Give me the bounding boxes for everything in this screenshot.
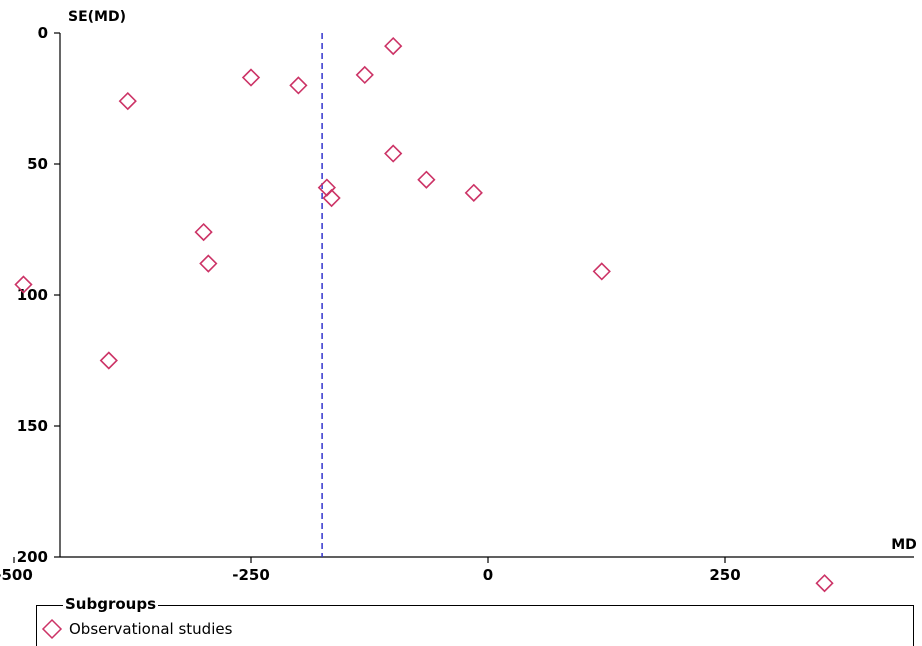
- diamond-marker-icon: [41, 618, 63, 640]
- data-point-diamond: [592, 262, 611, 281]
- legend-label: Observational studies: [69, 620, 233, 638]
- data-point-diamond: [118, 91, 137, 111]
- y-tick-label: 0: [38, 24, 48, 42]
- data-point-diamond: [317, 178, 336, 197]
- x-tick-label: 0: [483, 566, 493, 584]
- data-point-diamond: [289, 76, 308, 95]
- data-point-diamond: [384, 36, 403, 56]
- x-axis-title: MD: [891, 537, 917, 553]
- legend-item-observational-studies: Observational studies: [41, 618, 232, 640]
- y-tick-label: 200: [17, 548, 48, 566]
- data-point-diamond: [241, 68, 261, 87]
- legend: Subgroups Observational studies: [36, 595, 914, 646]
- data-point-diamond: [322, 188, 341, 208]
- data-markers: [14, 36, 834, 593]
- x-tick-label: 250: [709, 566, 740, 584]
- y-axis-title: SE(MD): [68, 9, 126, 25]
- data-point-diamond: [14, 275, 33, 294]
- y-tick-label: 50: [27, 155, 48, 173]
- y-tick-label: 100: [17, 286, 48, 304]
- x-axis-ticks: -500-2500250500: [0, 557, 741, 584]
- y-tick-label: 150: [17, 417, 48, 435]
- data-point-diamond: [384, 144, 403, 163]
- data-point-diamond: [417, 170, 436, 189]
- data-point-diamond: [355, 65, 374, 85]
- data-point-diamond: [194, 222, 213, 242]
- data-point-diamond: [199, 254, 218, 273]
- data-point-diamond: [815, 574, 834, 593]
- legend-title: Subgroups: [63, 595, 159, 613]
- y-axis-ticks: 0 50 100 150 200: [17, 24, 60, 566]
- data-point-diamond: [99, 351, 118, 370]
- x-tick-label: -250: [232, 566, 270, 584]
- x-tick-label: -500: [0, 566, 33, 584]
- data-point-diamond: [464, 183, 483, 202]
